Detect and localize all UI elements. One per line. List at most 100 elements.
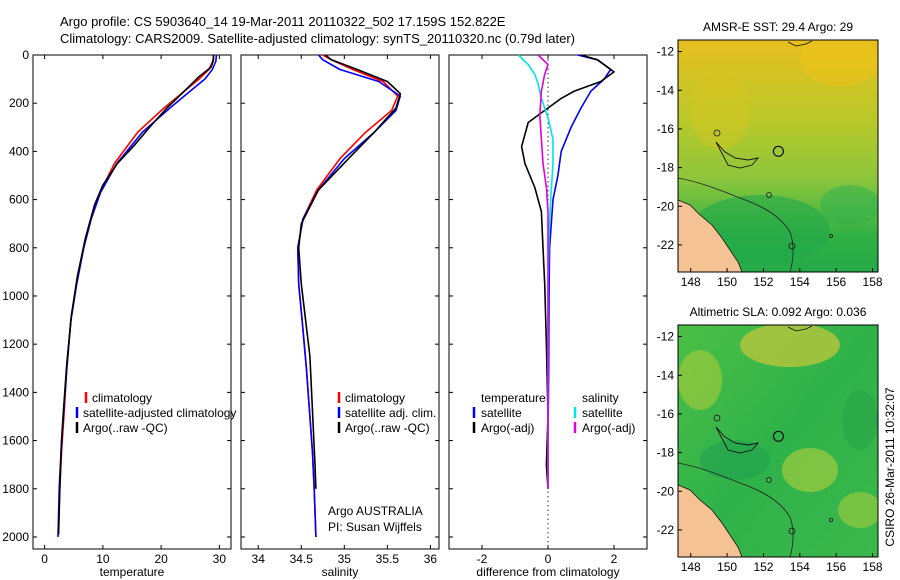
difference-legend: temperature satellite Argo(-adj) salinit…: [472, 391, 635, 435]
sla-map-frame: [677, 324, 879, 558]
x-tick-label: 158: [863, 560, 883, 574]
sst-shelf-contour: [678, 177, 794, 272]
legend-label-satellite-adjusted: satellite-adjusted climatology: [83, 406, 236, 420]
series-line-argo-raw-qc-: [57, 55, 215, 535]
x-tick-label: 148: [681, 275, 701, 289]
y-tick-label: 1600: [2, 434, 29, 448]
y-tick-label: -20: [657, 199, 675, 213]
y-tick-label: 1800: [2, 482, 29, 496]
sst-land-mass: [678, 199, 743, 272]
y-tick-label: -22: [657, 238, 675, 252]
sst-island: [829, 233, 834, 238]
x-tick-label: 34: [252, 552, 266, 566]
sla-low-patch: [842, 390, 878, 450]
x-tick-label: 20: [154, 552, 168, 566]
legend-label-salinity-satellite: satellite: [582, 406, 623, 420]
y-tick-label: -14: [657, 83, 675, 97]
x-tick-label: 35: [338, 552, 352, 566]
plot-frame: [240, 54, 440, 550]
sla-land-mass: [678, 484, 743, 557]
x-tick-label: 30: [213, 552, 227, 566]
sst-map: AMSR-E SST: 29.4 Argo: 29 148 150 152 154 15…: [657, 20, 883, 289]
sla-high-patch: [782, 448, 838, 492]
x-axis-label: temperature: [100, 565, 165, 579]
series-line-temperature-argo-adj-: [520, 54, 615, 489]
x-axis-label: difference from climatology: [476, 565, 619, 579]
legend-label-climatology: climatology: [92, 391, 152, 405]
y-tick-label: 1000: [2, 289, 29, 303]
legend-label-argo: Argo(..raw -QC): [83, 421, 168, 435]
sla-map-title: Altimetric SLA: 0.092 Argo: 0.036: [690, 305, 867, 319]
credit-timestamp: CSIRO 26-Mar-2011 10:32:07: [883, 387, 897, 547]
series-line-argo-raw-qc-: [297, 54, 402, 489]
x-tick-label: 154: [790, 275, 810, 289]
sst-warm-patch: [690, 70, 750, 150]
x-tick-label: 0: [545, 552, 552, 566]
sst-map-title: AMSR-E SST: 29.4 Argo: 29: [703, 20, 853, 34]
y-tick-label: -14: [657, 368, 675, 382]
x-tick-label: 156: [826, 275, 846, 289]
y-tick-label: 1200: [2, 337, 29, 351]
x-tick-label: 156: [826, 560, 846, 574]
y-tick-label: -12: [657, 45, 675, 59]
x-tick-label: 152: [753, 275, 773, 289]
y-tick-label: -22: [657, 523, 675, 537]
x-tick-label: 154: [790, 560, 810, 574]
series-line-satellite-adj-clim-: [296, 54, 402, 538]
series-line-climatology: [57, 54, 215, 525]
sst-warm-patch: [800, 40, 878, 86]
series-line-salinity-argo-adj-: [537, 54, 549, 489]
sst-cool-patch: [820, 185, 878, 225]
figure-title-line1: Argo profile: CS 5903640_14 19-Mar-2011 …: [60, 14, 506, 29]
plot-frame: [32, 54, 232, 550]
sst-map-axes: 148 150 152 154 156 158 -12 -14 -16 -18 -20 -22: [657, 45, 883, 289]
sla-low-patch: [700, 440, 770, 480]
sst-coast-top: [787, 40, 813, 47]
legend-heading-salinity: salinity: [582, 391, 619, 405]
legend-heading-temperature: temperature: [481, 391, 546, 405]
legend-label-climatology: climatology: [345, 391, 405, 405]
temperature-legend: climatology satellite-adjusted climatolo…: [75, 391, 236, 435]
x-tick-label: 152: [753, 560, 773, 574]
argo-program-label: Argo AUSTRALIA: [328, 504, 423, 518]
y-tick-label: 600: [9, 193, 29, 207]
y-tick-label: -18: [657, 446, 675, 460]
x-tick-label: 150: [717, 560, 737, 574]
sla-map-axes: 148 150 152 154 156 158 -12 -14 -16 -18 -20 -22: [657, 330, 883, 574]
pi-label: PI: Susan Wijffels: [328, 520, 422, 534]
sla-island: [766, 477, 772, 483]
sla-reef-contour: [715, 426, 760, 454]
x-tick-label: 10: [96, 552, 110, 566]
sla-high-patch: [838, 492, 878, 528]
sst-map-frame: [677, 39, 879, 273]
y-tick-label: -20: [657, 484, 675, 498]
sla-coast-top: [787, 325, 813, 332]
x-tick-label: 35.5: [376, 552, 400, 566]
y-tick-label: 800: [9, 241, 29, 255]
legend-label-argo: Argo(..raw -QC): [345, 421, 430, 435]
sst-island: [766, 192, 772, 198]
x-tick-label: 158: [863, 275, 883, 289]
y-tick-label: 1400: [2, 385, 29, 399]
y-tick-label: -16: [657, 122, 675, 136]
sst-reef-contour: [715, 141, 760, 169]
y-tick-label: 400: [9, 144, 29, 158]
y-tick-label: 200: [9, 96, 29, 110]
x-axis-label: salinity: [322, 565, 359, 579]
x-tick-label: 148: [681, 560, 701, 574]
y-tick-label: -16: [657, 407, 675, 421]
x-tick-label: 2: [611, 552, 618, 566]
series-line-satellite-adjusted-climatology: [57, 54, 218, 538]
sla-high-patch: [678, 350, 722, 410]
y-tick-label: -12: [657, 330, 675, 344]
legend-label-salinity-argo: Argo(-adj): [582, 421, 635, 435]
sla-profile-marker: [772, 430, 785, 442]
y-tick-label: 2000: [2, 530, 29, 544]
salinity-panel: 34 34.5 35 35.5 36 salinity: [240, 54, 440, 579]
temperature-panel: 0 10 20 30 0 200 400 600 800 1000 1200 1400 1600 1800…: [2, 48, 232, 579]
sla-island: [829, 518, 834, 523]
sla-island: [788, 527, 796, 535]
legend-label-temperature-argo: Argo(-adj): [481, 421, 534, 435]
legend-label-temperature-satellite: satellite: [481, 406, 522, 420]
